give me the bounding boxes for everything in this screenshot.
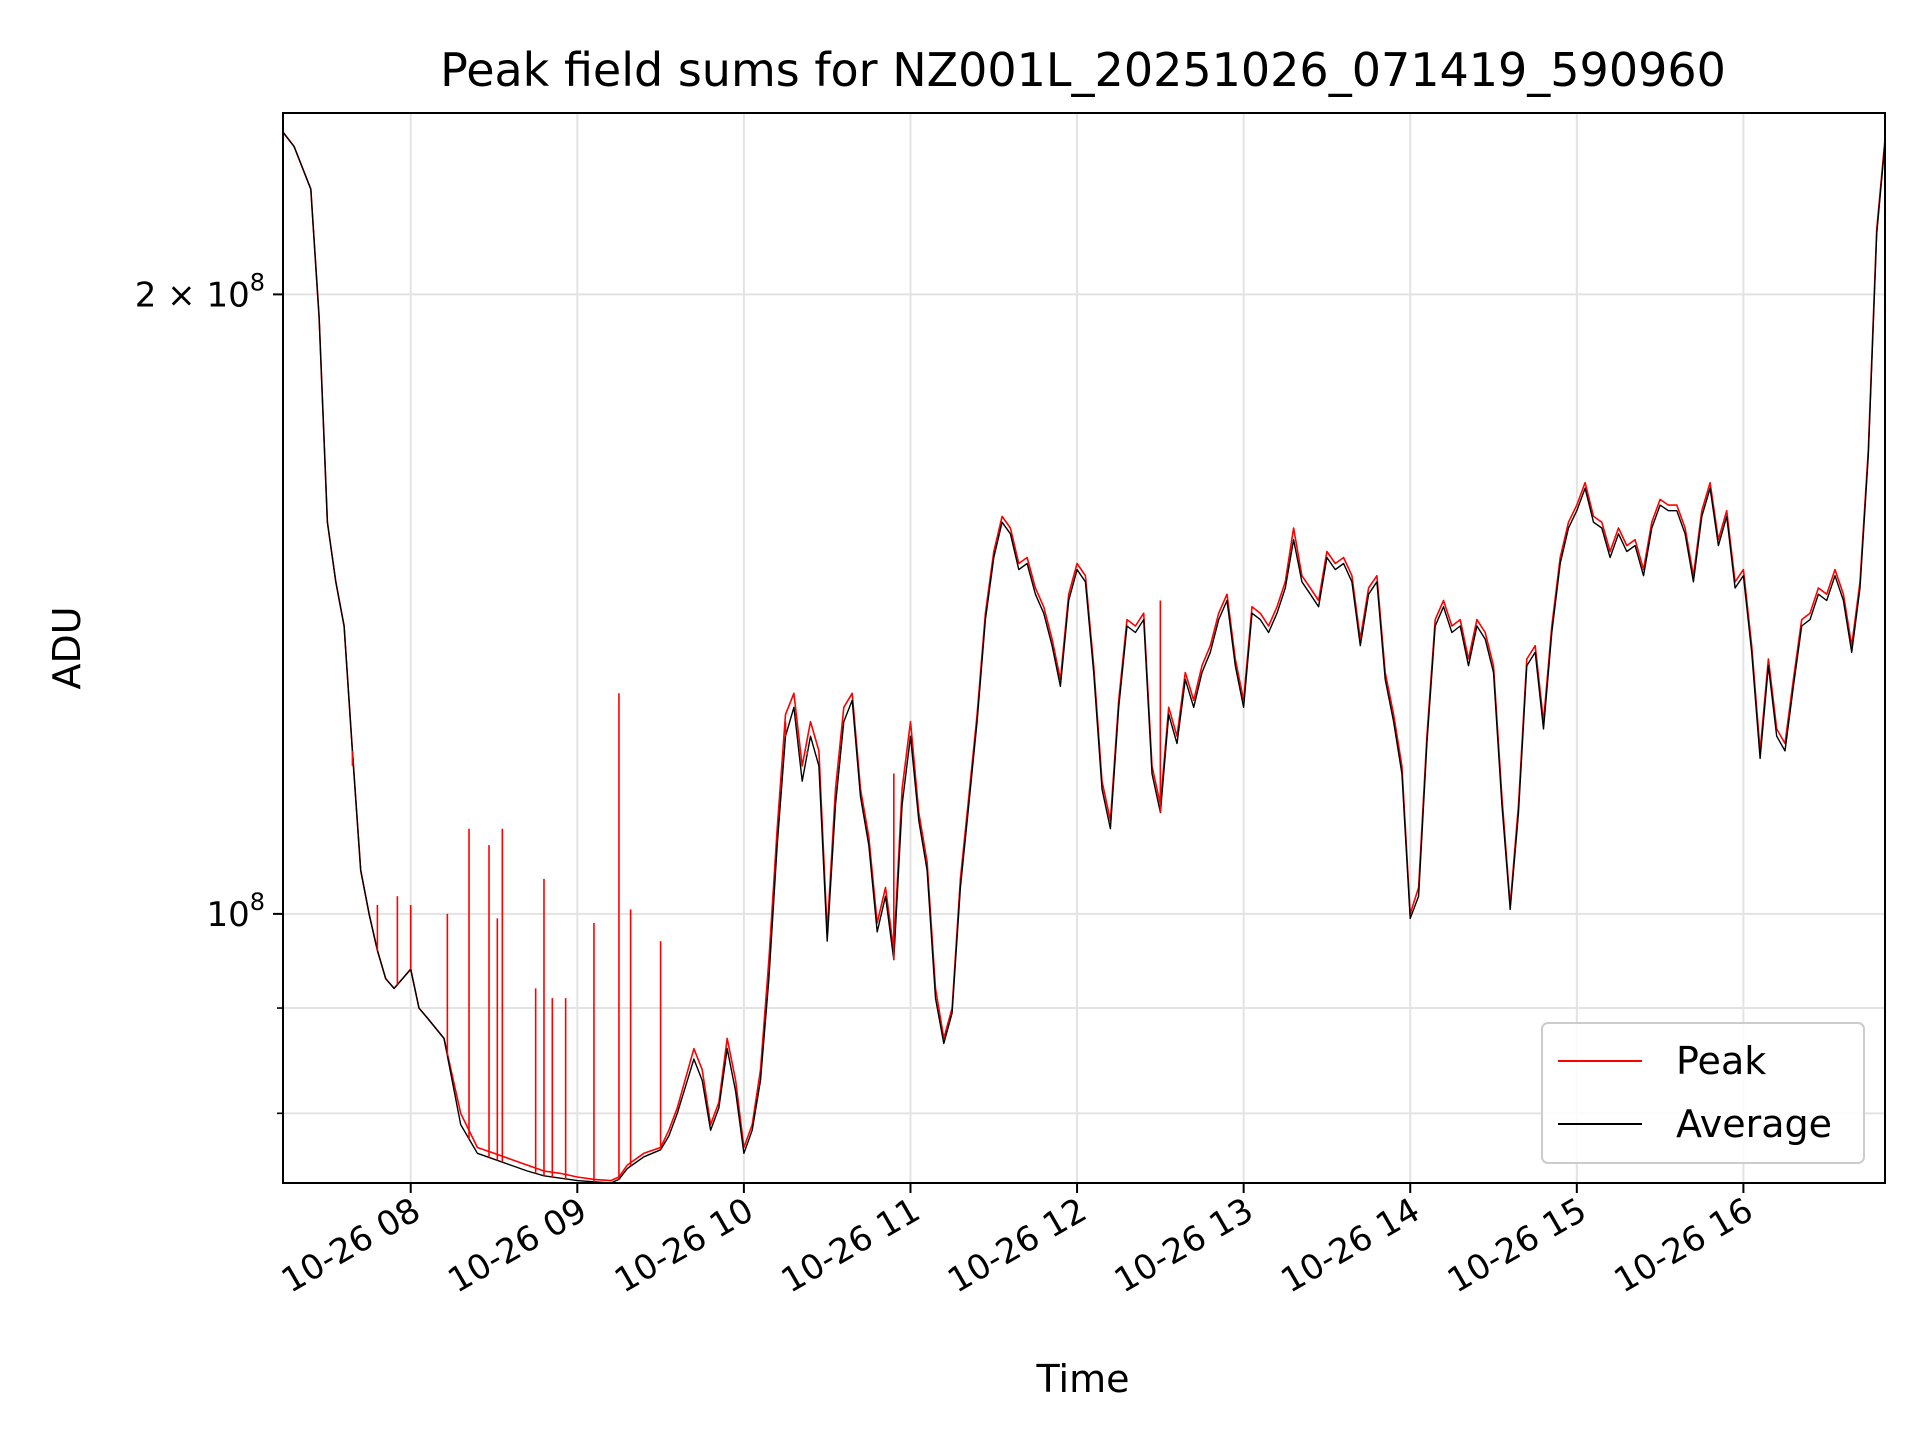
chart-title: Peak field sums for NZ001L_20251026_0714…: [440, 43, 1726, 97]
axes-frame: [282, 112, 1886, 1184]
y-tick-label: 108: [206, 888, 265, 935]
x-axis-label: Time: [1036, 1357, 1130, 1401]
y-tick-label: 2 × 108: [135, 268, 265, 315]
series-line-average: [283, 131, 1885, 1183]
plot-area: [283, 130, 1885, 1183]
legend-peak-label: Peak: [1676, 1039, 1766, 1083]
legend-average-label: Average: [1676, 1102, 1832, 1146]
y-ticks: 108 2 × 108: [135, 268, 283, 1115]
y-axis-label: ADU: [45, 606, 89, 689]
grid: [283, 113, 1885, 1183]
legend: Peak Average: [1541, 1022, 1865, 1164]
axes: [282, 112, 1886, 1184]
legend-box: [1541, 1022, 1865, 1164]
